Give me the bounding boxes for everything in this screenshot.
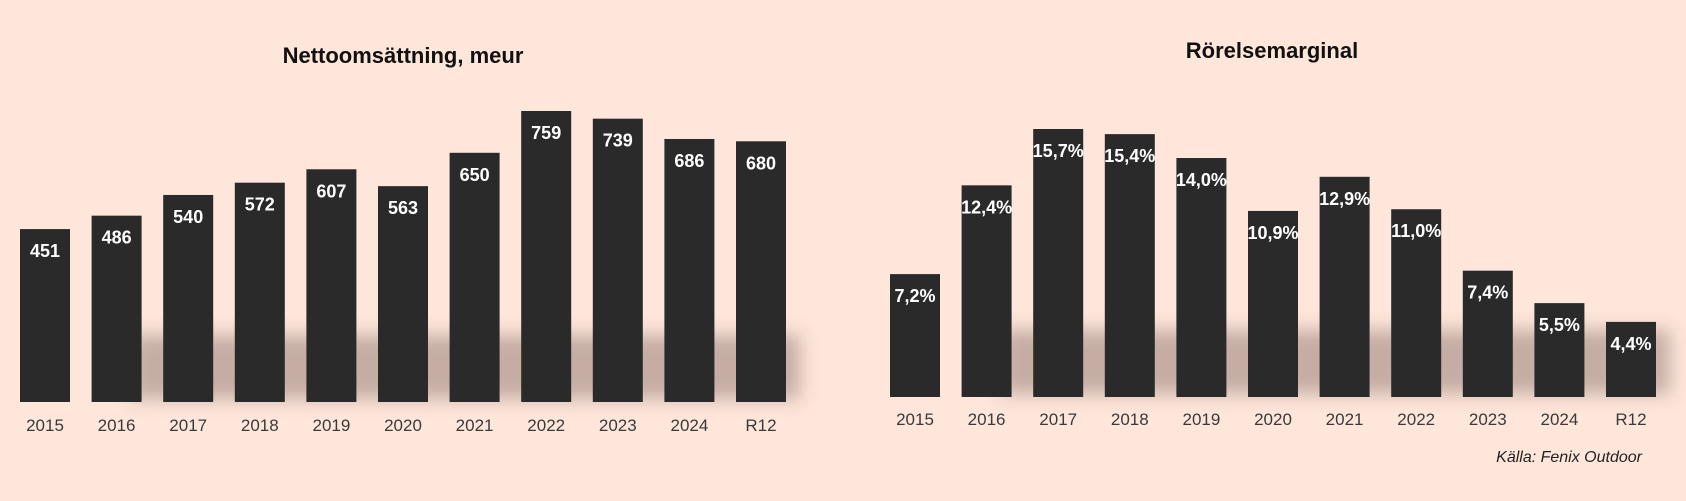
net-sales-value-label: 686 [674,151,704,171]
operating-margin-x-tick-label: R12 [1615,410,1646,429]
operating-margin-x-tick-label: 2019 [1182,410,1220,429]
operating-margin-bar [961,185,1012,397]
net-sales-value-label: 540 [173,207,203,227]
net-sales-bar [91,215,142,402]
net-sales-x-tick-label: 2021 [456,416,494,435]
net-sales-x-tick-label: 2018 [241,416,279,435]
operating-margin-value-label: 12,9% [1319,189,1370,209]
operating-margin-x-tick-label: 2021 [1326,410,1364,429]
net-sales-bar [449,152,500,402]
net-sales-value-label: 451 [30,241,60,261]
operating-margin-bar [1606,321,1656,397]
operating-margin-bar [1319,176,1370,397]
net-sales-bar [521,111,572,402]
operating-margin-value-label: 11,0% [1391,221,1441,241]
net-sales-x-tick-label: 2017 [169,416,207,435]
operating-margin-bar [1033,129,1084,397]
net-sales-value-label: 680 [746,153,776,173]
net-sales-bar [163,194,214,402]
operating-margin-x-tick-label: 2016 [968,410,1006,429]
operating-margin-x-tick-label: 2018 [1111,410,1149,429]
net-sales-value-label: 486 [102,228,132,248]
net-sales-value-label: 759 [531,123,561,143]
operating-margin-value-label: 12,4% [961,197,1012,217]
net-sales-x-tick-label: 2015 [26,416,64,435]
net-sales-value-label: 650 [460,165,490,185]
operating-margin-x-tick-label: 2015 [896,410,934,429]
net-sales-value-label: 572 [245,195,275,215]
net-sales-bar [736,141,786,402]
net-sales-bar [234,182,285,402]
operating-margin-value-label: 4,4% [1610,334,1651,354]
operating-margin-value-label: 14,0% [1176,170,1227,190]
net-sales-x-tick-label: 2023 [599,416,637,435]
net-sales-chart: Nettoomsättning, meur 451 2015 486 2016 540 2… [20,43,800,435]
net-sales-bar [592,118,643,403]
operating-margin-value-label: 15,7% [1033,141,1084,161]
net-sales-chart-title: Nettoomsättning, meur [283,43,524,68]
operating-margin-bar [1534,303,1585,397]
net-sales-bar [664,138,715,402]
operating-margin-x-tick-label: 2024 [1540,410,1578,429]
operating-margin-x-tick-label: 2022 [1397,410,1435,429]
net-sales-bar [20,229,70,402]
operating-margin-x-tick-label: 2017 [1039,410,1077,429]
operating-margin-bar [1462,270,1513,397]
operating-margin-chart: Rörelsemarginal 7,2% 2015 12,4% 2016 15,7% 20… [890,38,1670,429]
operating-margin-x-tick-label: 2020 [1254,410,1292,429]
net-sales-x-tick-label: 2022 [527,416,565,435]
net-sales-value-label: 739 [603,131,633,151]
operating-margin-value-label: 5,5% [1539,315,1580,335]
net-sales-x-tick-label: 2019 [312,416,350,435]
operating-margin-bar [1391,209,1442,397]
operating-margin-bar [890,274,940,397]
operating-margin-value-label: 15,4% [1104,146,1155,166]
net-sales-value-label: 607 [316,181,346,201]
operating-margin-bar [1248,210,1298,397]
operating-margin-chart-title: Rörelsemarginal [1186,38,1358,63]
operating-margin-x-tick-label: 2023 [1469,410,1507,429]
net-sales-value-label: 563 [388,198,418,218]
net-sales-bar [378,186,428,402]
operating-margin-value-label: 10,9% [1247,223,1298,243]
net-sales-x-tick-label: 2024 [670,416,708,435]
operating-margin-value-label: 7,2% [894,286,935,306]
operating-margin-bar [1104,134,1155,397]
operating-margin-bar [1176,158,1227,397]
net-sales-x-tick-label: 2016 [98,416,136,435]
source-note: Källa: Fenix Outdoor [1496,449,1642,466]
net-sales-bar [306,169,357,402]
operating-margin-value-label: 7,4% [1467,283,1508,303]
net-sales-x-tick-label: R12 [745,416,776,435]
net-sales-x-tick-label: 2020 [384,416,422,435]
